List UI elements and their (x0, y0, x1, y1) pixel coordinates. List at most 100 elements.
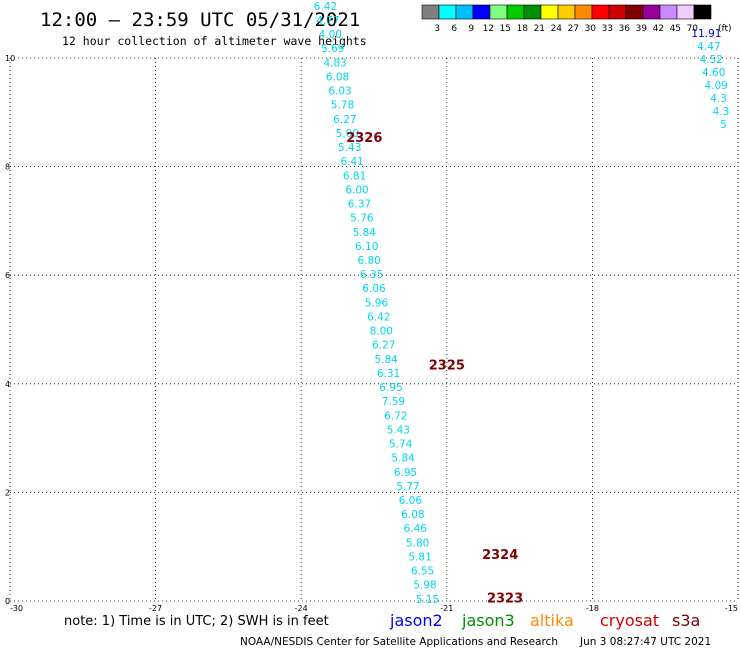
colorbar-tick-label: 30 (585, 24, 597, 34)
wave-height-label: 6.31 (377, 368, 400, 380)
y-tick-label: 8 (5, 163, 10, 172)
wave-height-label: 4.83 (323, 57, 346, 69)
x-tick-label: -27 (149, 604, 162, 613)
wave-height-label: 5.84 (391, 453, 415, 465)
colorbar-swatch (506, 4, 525, 20)
colorbar-swatch (676, 4, 695, 20)
wave-height-label: 8.00 (370, 326, 393, 338)
timestamp: Jun 3 08:27:47 UTC 2021 (579, 636, 711, 648)
wave-height-label: 6.46 (404, 523, 428, 535)
wave-height-label: 6.55 (411, 566, 434, 578)
wave-height-label: 5.98 (413, 580, 436, 592)
colorbar-swatch (693, 4, 712, 20)
y-tick-label: 6 (5, 271, 10, 280)
satellite-legend-jason2: jason2 (389, 611, 443, 630)
wave-height-label: 5.43 (338, 142, 361, 154)
colorbar-swatch (523, 4, 542, 20)
colorbar-swatch (557, 4, 576, 20)
wave-height-label: 5.15 (416, 594, 439, 606)
y-tick-label: 10 (5, 54, 15, 63)
wave-height-label: 5.80 (406, 537, 429, 549)
colorbar-swatch (540, 4, 559, 20)
colorbar-swatch (472, 4, 491, 20)
colorbar-tick-label: 12 (483, 24, 494, 34)
pass-labels: 2326 2325 2324 2323 (346, 131, 523, 606)
colorbar-swatch (438, 4, 457, 20)
colorbar-tick-label: 9 (468, 24, 474, 34)
wave-height-label: 5.00 (336, 128, 359, 140)
colorbar-tick-label: 42 (653, 24, 664, 34)
wave-height-label: 4.09 (704, 80, 727, 92)
wave-height-label: 11.91 (691, 28, 721, 40)
satellite-legend-cryosat: cryosat (600, 611, 659, 630)
colorbar-tick-label: 70 (687, 24, 699, 34)
colorbar-swatch (659, 4, 678, 20)
plot-grid (9, 57, 739, 602)
wave-height-label: 6.27 (372, 340, 395, 352)
colorbar-tick-label: 15 (500, 24, 511, 34)
wave-height-label: 6.08 (401, 509, 424, 521)
wave-height-label: 6.72 (384, 410, 407, 422)
wave-height-label: 6.80 (357, 255, 380, 267)
satellite-legend-altika: altika (530, 611, 574, 630)
wave-height-label: 4.52 (700, 54, 723, 66)
pass-number-label: 2325 (429, 358, 465, 373)
colorbar-tick-label: 45 (670, 24, 681, 34)
wave-height-label: 6.08 (326, 71, 349, 83)
pass-number-label: 2324 (482, 548, 518, 563)
wave-height-label: 6.06 (399, 495, 423, 507)
colorbar-unit-label: (ft) (718, 24, 732, 34)
wave-height-label: 5.96 (365, 297, 389, 309)
wave-height-label: 5.84 (353, 227, 377, 239)
wave-height-label: 4.3 (713, 106, 730, 118)
colorbar-swatch (591, 4, 610, 20)
wave-height-label: 6.42 (367, 311, 390, 323)
wave-height-label: 4.00 (319, 29, 342, 41)
colorbar-tick-label: 36 (619, 24, 631, 34)
wave-height-label: 6.10 (355, 241, 378, 253)
x-tick-label: -15 (725, 604, 738, 613)
pass-number-label: 2323 (487, 591, 523, 606)
colorbar-tick-label: 27 (568, 24, 579, 34)
wave-height-label: 5.74 (389, 439, 413, 451)
colorbar-swatch (421, 4, 440, 20)
pass-number-label: 2326 (346, 131, 382, 146)
x-tick-label: -18 (586, 604, 599, 613)
wave-height-label: 6.37 (348, 199, 371, 211)
wave-height-label: 6.35 (360, 269, 383, 281)
colorbar-swatch (625, 4, 644, 20)
x-tick-label: -30 (10, 604, 23, 613)
wave-height-label: 5.69 (321, 43, 344, 55)
credit-line: NOAA/NESDIS Center for Satellite Applica… (240, 636, 558, 648)
wave-height-label: 6.27 (333, 114, 356, 126)
y-tick-label: 0 (5, 597, 10, 606)
x-tick-label: -24 (295, 604, 308, 613)
colorbar-swatch (574, 4, 593, 20)
colorbar-tick-label: 39 (636, 24, 648, 34)
satellite-legend-jason3: jason3 (461, 611, 515, 630)
y-tick-label: 4 (5, 380, 10, 389)
wave-height-label: 6.00 (345, 184, 368, 196)
chart-title: 12:00 – 23:59 UTC 05/31/2021 (40, 9, 360, 31)
wave-height-label: 7.59 (382, 396, 405, 408)
wave-height-label: 5.81 (408, 551, 431, 563)
wave-height-label: 5.77 (396, 481, 419, 493)
wave-height-label: 4.47 (697, 41, 720, 53)
colorbar-tick-label: 33 (602, 24, 613, 34)
chart-subtitle: 12 hour collection of altimeter wave hei… (62, 34, 367, 48)
satellite-legend: jason2 jason3 altika cryosat s3a (389, 611, 700, 630)
colorbar-swatch (455, 4, 474, 20)
colorbar-tick-label: 21 (534, 24, 545, 34)
colorbar-swatch (642, 4, 661, 20)
wave-height-points: 5.15 5.98 6.55 5.81 5.80 6.46 6.08 6.06 5.77 6.95… (314, 1, 730, 606)
wave-height-label: 4.3 (710, 93, 727, 105)
footnote: note: 1) Time is in UTC; 2) SWH is in fe… (64, 614, 329, 629)
wave-height-label: 5 (720, 119, 727, 131)
x-tick-label: -21 (440, 604, 453, 613)
wave-height-label: 6.41 (340, 156, 363, 168)
wave-height-label: 5.78 (331, 100, 354, 112)
wave-height-label: 6.95 (379, 382, 402, 394)
wave-height-label: 6.81 (343, 170, 366, 182)
axis-ticks: -30 -27 -24 -21 -18 -15 0 2 4 6 8 10 (5, 54, 738, 613)
